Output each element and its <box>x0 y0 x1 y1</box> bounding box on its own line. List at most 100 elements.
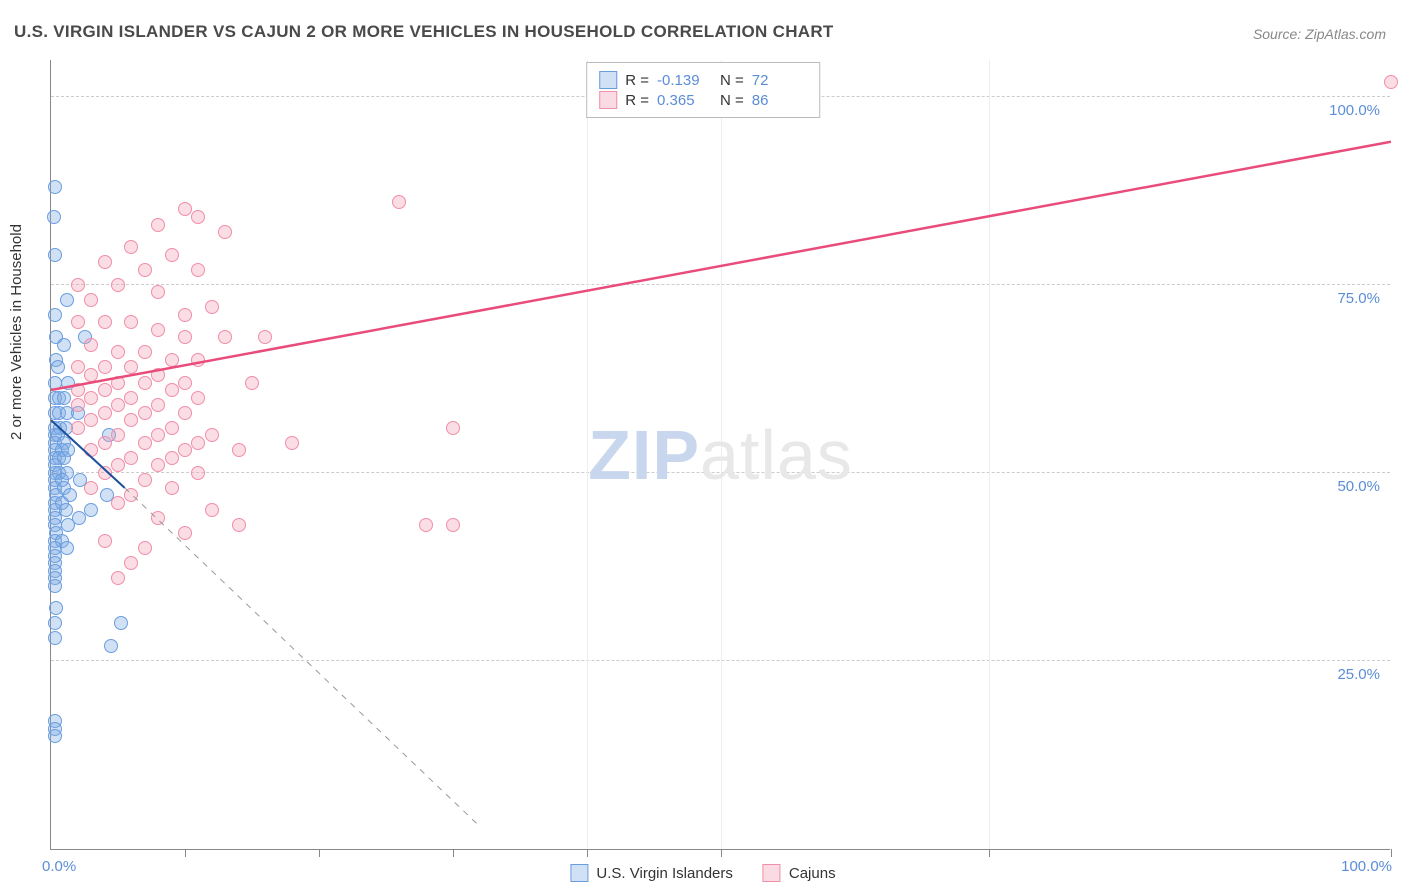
x-axis-label-0: 0.0% <box>42 858 76 875</box>
data-point-cajun <box>124 413 138 427</box>
r-value-cajun: 0.365 <box>657 92 712 109</box>
data-point-cajun <box>165 421 179 435</box>
data-point-usvi <box>60 541 74 555</box>
data-point-cajun <box>124 488 138 502</box>
data-point-cajun <box>151 511 165 525</box>
data-point-usvi <box>48 729 62 743</box>
data-point-cajun <box>151 285 165 299</box>
data-point-usvi <box>57 338 71 352</box>
correlation-legend: R = -0.139 N = 72 R = 0.365 N = 86 <box>586 62 820 118</box>
data-point-cajun <box>258 330 272 344</box>
data-point-cajun <box>191 391 205 405</box>
data-point-cajun <box>191 210 205 224</box>
r-label: R = <box>625 72 649 89</box>
data-point-cajun <box>151 398 165 412</box>
data-point-cajun <box>165 451 179 465</box>
data-point-usvi <box>48 616 62 630</box>
data-point-cajun <box>138 345 152 359</box>
data-point-cajun <box>218 330 232 344</box>
data-point-cajun <box>124 556 138 570</box>
data-point-usvi <box>61 518 75 532</box>
data-point-cajun <box>191 353 205 367</box>
data-point-cajun <box>98 383 112 397</box>
data-point-cajun <box>205 503 219 517</box>
data-point-cajun <box>285 436 299 450</box>
data-point-cajun <box>165 383 179 397</box>
data-point-cajun <box>71 315 85 329</box>
data-point-usvi <box>60 293 74 307</box>
legend-label-cajun: Cajuns <box>789 865 836 882</box>
data-point-cajun <box>111 398 125 412</box>
data-point-usvi <box>84 503 98 517</box>
data-point-cajun <box>124 240 138 254</box>
legend-item-usvi: U.S. Virgin Islanders <box>570 864 732 882</box>
series-legend: U.S. Virgin Islanders Cajuns <box>570 864 835 882</box>
data-point-cajun <box>71 278 85 292</box>
data-point-cajun <box>84 443 98 457</box>
data-point-cajun <box>232 443 246 457</box>
data-point-usvi <box>48 631 62 645</box>
data-point-cajun <box>98 534 112 548</box>
data-point-cajun <box>84 391 98 405</box>
x-axis-label-100: 100.0% <box>1341 858 1392 875</box>
data-point-cajun <box>178 202 192 216</box>
data-point-cajun <box>84 293 98 307</box>
data-point-usvi <box>57 391 71 405</box>
data-point-usvi <box>48 579 62 593</box>
y-axis-tick-label: 25.0% <box>1337 666 1380 683</box>
data-point-cajun <box>71 421 85 435</box>
chart-title: U.S. VIRGIN ISLANDER VS CAJUN 2 OR MORE … <box>14 22 834 42</box>
source-label: Source: ZipAtlas.com <box>1253 26 1386 42</box>
watermark-atlas: atlas <box>700 416 853 494</box>
data-point-cajun <box>111 428 125 442</box>
data-point-cajun <box>98 315 112 329</box>
data-point-cajun <box>98 406 112 420</box>
data-point-cajun <box>138 406 152 420</box>
data-point-cajun <box>71 383 85 397</box>
legend-item-cajun: Cajuns <box>763 864 836 882</box>
legend-row-cajun: R = 0.365 N = 86 <box>599 91 807 109</box>
data-point-cajun <box>178 526 192 540</box>
plot-area: ZIPatlas 25.0%50.0%75.0%100.0% <box>50 60 1390 850</box>
legend-swatch-icon <box>570 864 588 882</box>
legend-swatch-icon <box>763 864 781 882</box>
data-point-cajun <box>111 278 125 292</box>
y-axis-tick-label: 75.0% <box>1337 290 1380 307</box>
data-point-cajun <box>178 308 192 322</box>
data-point-usvi <box>114 616 128 630</box>
data-point-cajun <box>218 225 232 239</box>
data-point-cajun <box>138 473 152 487</box>
data-point-cajun <box>71 398 85 412</box>
data-point-cajun <box>124 315 138 329</box>
watermark-zip: ZIP <box>588 416 700 494</box>
data-point-cajun <box>419 518 433 532</box>
data-point-cajun <box>111 458 125 472</box>
data-point-cajun <box>138 541 152 555</box>
data-point-cajun <box>71 360 85 374</box>
data-point-usvi <box>51 360 65 374</box>
data-point-cajun <box>191 466 205 480</box>
legend-swatch-usvi <box>599 71 617 89</box>
grid-line-v <box>721 60 722 849</box>
data-point-cajun <box>111 345 125 359</box>
data-point-cajun <box>392 195 406 209</box>
data-point-cajun <box>151 458 165 472</box>
x-axis-tick <box>185 849 186 857</box>
x-axis-tick <box>587 849 588 857</box>
data-point-usvi <box>49 601 63 615</box>
x-axis-tick <box>721 849 722 857</box>
r-value-usvi: -0.139 <box>657 72 712 89</box>
x-axis-tick <box>989 849 990 857</box>
n-label: N = <box>720 72 744 89</box>
data-point-cajun <box>165 481 179 495</box>
data-point-cajun <box>151 323 165 337</box>
data-point-cajun <box>84 413 98 427</box>
data-point-cajun <box>151 218 165 232</box>
legend-row-usvi: R = -0.139 N = 72 <box>599 71 807 89</box>
data-point-cajun <box>151 368 165 382</box>
grid-line-v <box>587 60 588 849</box>
data-point-cajun <box>124 360 138 374</box>
legend-swatch-cajun <box>599 91 617 109</box>
data-point-cajun <box>178 330 192 344</box>
legend-label-usvi: U.S. Virgin Islanders <box>596 865 732 882</box>
